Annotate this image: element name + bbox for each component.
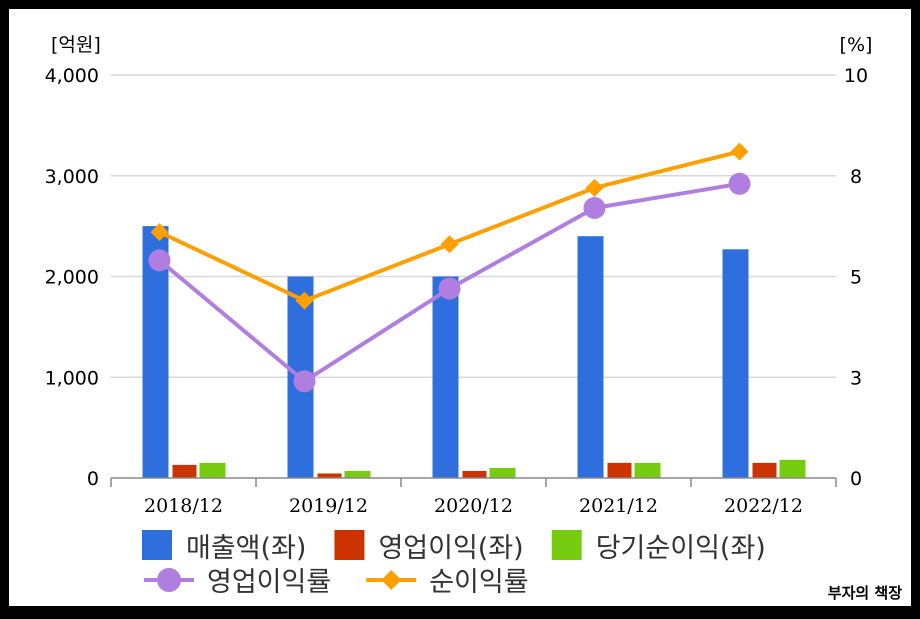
legend-marker-1	[157, 568, 181, 592]
y-left-tick-label: 1,000	[45, 367, 99, 389]
x-tick-label: 2020/12	[434, 495, 513, 517]
y-right-tick-label: 5	[850, 267, 862, 289]
marker-2-2019/12	[295, 291, 314, 310]
bar-2-2018/12	[172, 464, 197, 478]
y-right-tick-label: 10	[844, 65, 868, 87]
marker-1-2020/12	[438, 277, 461, 300]
marker-1-2018/12	[148, 249, 171, 272]
bar-3-2022/12	[779, 459, 806, 478]
legend-label: 당기순이익(좌)	[596, 533, 766, 564]
y-left-tick-label: 3,000	[45, 166, 99, 188]
bar-3-2018/12	[199, 462, 226, 478]
marker-2-2021/12	[585, 178, 604, 197]
bar-3-2019/12	[344, 470, 371, 478]
legend-label: 순이익률	[429, 567, 528, 598]
bar-1-2020/12	[432, 276, 459, 478]
marker-2-2018/12	[150, 223, 169, 242]
x-tick-label: 2021/12	[579, 495, 658, 517]
bar-2-2020/12	[462, 470, 487, 478]
legend-label: 매출액(좌)	[186, 533, 306, 564]
bar-1-2021/12	[577, 236, 604, 478]
chart-frame: 0 0 1,000 3 2,000 5 3,000 8 4,000 10 [억원] [%] 2018/1…	[9, 9, 911, 606]
bar-2-2022/12	[752, 462, 777, 478]
x-tick-label: 2022/12	[724, 495, 803, 517]
marker-2-2020/12	[440, 235, 459, 254]
legend-swatch-1	[142, 530, 172, 560]
marker-1-2022/12	[728, 172, 751, 195]
legend-swatch-2	[334, 530, 365, 560]
y-left-tick-label: 0	[87, 468, 99, 490]
y-right-tick-label: 8	[850, 166, 862, 188]
bar-1-2022/12	[722, 249, 749, 478]
marker-2-2022/12	[730, 142, 749, 161]
legend-label: 영업이익(좌)	[378, 533, 523, 564]
bar-3-2021/12	[634, 462, 661, 478]
y-left-unit: [억원]	[51, 34, 101, 56]
y-right-tick-label: 3	[850, 367, 862, 389]
legend-swatch-3	[551, 530, 582, 560]
legend-label: 영업이익률	[207, 567, 331, 598]
marker-1-2021/12	[583, 196, 606, 219]
x-tick-label: 2019/12	[289, 495, 368, 517]
marker-1-2019/12	[293, 370, 316, 393]
bar-3-2020/12	[489, 467, 516, 478]
combo-chart: 0 0 1,000 3 2,000 5 3,000 8 4,000 10 [억원] [%] 2018/1…	[45, 34, 873, 598]
bar-2-2019/12	[317, 473, 342, 478]
x-tick-label: 2018/12	[144, 495, 223, 517]
y-right-unit: [%]	[840, 34, 873, 56]
bar-2-2021/12	[607, 462, 632, 478]
legend-marker-2	[381, 570, 402, 590]
y-right-tick-label: 0	[850, 468, 862, 490]
watermark: 부자의 책장	[827, 584, 902, 602]
y-left-tick-label: 4,000	[45, 65, 99, 87]
y-left-tick-label: 2,000	[45, 267, 99, 289]
